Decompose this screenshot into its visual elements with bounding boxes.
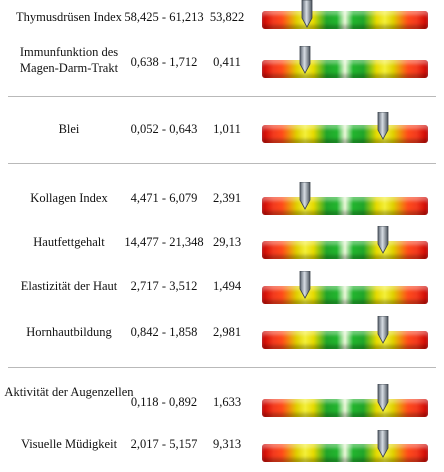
measured-value: 1,494 — [212, 279, 242, 293]
result-row: Hornhautbildung 0,842 - 1,858 2,981 — [0, 310, 444, 354]
reference-range: 0,638 - 1,712 — [130, 55, 198, 69]
result-row: Thymusdrüsen Index 58,425 - 61,213 53,82… — [0, 0, 444, 34]
measured-value: 2,391 — [212, 191, 242, 205]
scale-bar — [262, 444, 428, 462]
scale-bar — [262, 331, 428, 349]
scale-bar — [262, 286, 428, 304]
measured-value: 9,313 — [212, 437, 242, 451]
reference-range: 4,471 - 6,079 — [130, 191, 198, 205]
down-pointer-icon — [377, 316, 389, 344]
scale-bar — [262, 241, 428, 259]
down-pointer-icon — [299, 46, 311, 74]
scale-bar — [262, 197, 428, 215]
reference-range: 0,842 - 1,858 — [130, 325, 198, 339]
parameter-name: Aktivität der Augenzellen — [4, 385, 134, 399]
scale-bar — [262, 60, 428, 78]
scale-bar — [262, 125, 428, 143]
section-separator — [8, 163, 436, 164]
reference-range: 0,052 - 0,643 — [130, 122, 198, 136]
measured-value: 1,633 — [212, 395, 242, 409]
down-pointer-icon — [377, 112, 389, 140]
parameter-name: Hornhautbildung — [26, 325, 112, 339]
down-pointer-icon — [299, 182, 311, 210]
result-row: Visuelle Müdigkeit 2,017 - 5,157 9,313 — [0, 428, 444, 470]
measured-value: 2,981 — [212, 325, 242, 339]
result-row: Kollagen Index 4,471 - 6,079 2,391 — [0, 178, 444, 220]
parameter-name: Kollagen Index — [30, 191, 108, 205]
measured-value: 1,011 — [213, 122, 241, 136]
result-row: Hautfettgehalt 14,477 - 21,348 29,13 — [0, 222, 444, 264]
parameter-name: Thymusdrüsen Index — [16, 10, 122, 24]
down-pointer-icon — [301, 0, 313, 28]
reference-range: 58,425 - 61,213 — [124, 10, 204, 24]
parameter-name: Elastizität der Haut — [20, 279, 118, 293]
down-pointer-icon — [377, 384, 389, 412]
measured-value: 53,822 — [209, 10, 245, 24]
result-row: Elastizität der Haut 2,717 - 3,512 1,494 — [0, 266, 444, 308]
parameter-name: Hautfettgehalt — [33, 235, 105, 249]
parameter-name: Visuelle Müdigkeit — [20, 437, 118, 451]
down-pointer-icon — [377, 430, 389, 458]
result-row: Immunfunktion des Magen-Darm-Trakt 0,638… — [0, 40, 444, 86]
measured-value: 29,13 — [212, 235, 242, 249]
reference-range: 0,118 - 0,892 — [130, 395, 198, 409]
reference-range: 2,017 - 5,157 — [130, 437, 198, 451]
parameter-name: Blei — [58, 122, 80, 136]
scale-bar — [262, 399, 428, 417]
reference-range: 2,717 - 3,512 — [130, 279, 198, 293]
reference-range: 14,477 - 21,348 — [124, 235, 204, 249]
parameter-name: Immunfunktion des Magen-Darm-Trakt — [19, 45, 119, 75]
section-separator — [8, 96, 436, 97]
scale-bar — [262, 11, 428, 29]
down-pointer-icon — [299, 271, 311, 299]
section-separator — [8, 367, 436, 368]
measured-value: 0,411 — [213, 55, 241, 69]
result-row: Blei 0,052 - 0,643 1,011 — [0, 108, 444, 152]
result-row: Aktivität der Augenzellen 0,118 - 0,892 … — [0, 380, 444, 426]
down-pointer-icon — [377, 226, 389, 254]
